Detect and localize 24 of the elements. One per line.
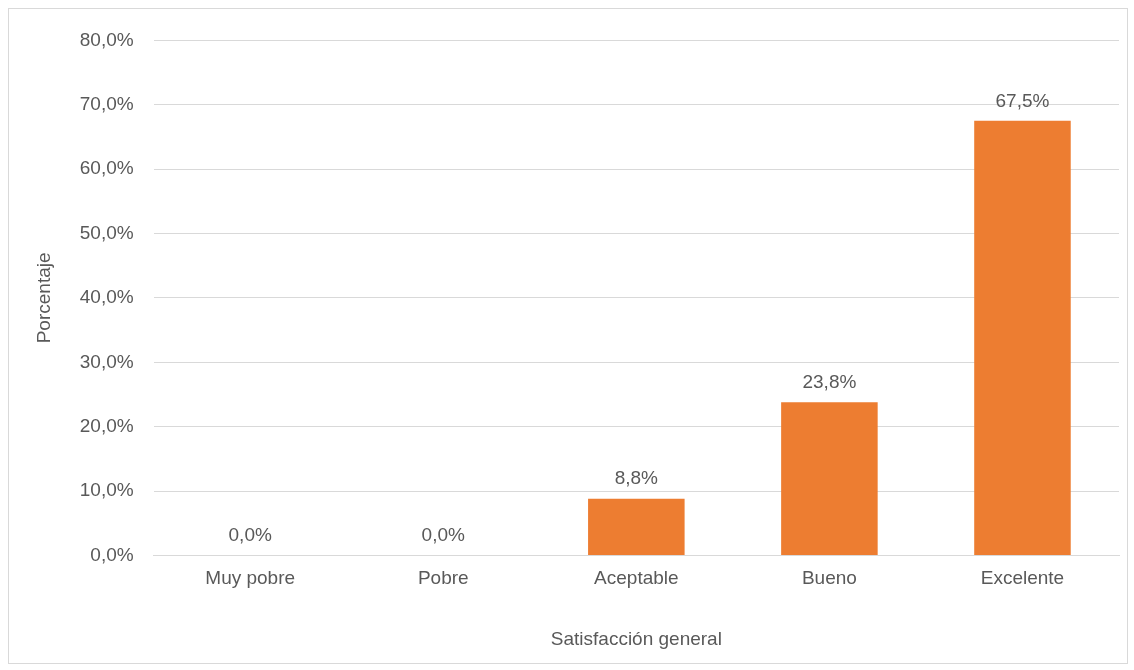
data-label: 8,8% bbox=[614, 467, 659, 489]
x-tick-label: Excelente bbox=[980, 567, 1065, 589]
data-label: 0,0% bbox=[228, 524, 272, 546]
bar bbox=[588, 498, 685, 555]
y-tick-label: 60,0% bbox=[79, 157, 134, 179]
x-tick-label: Pobre bbox=[417, 567, 469, 589]
y-tick-label: 50,0% bbox=[79, 221, 134, 243]
data-label: 67,5% bbox=[995, 89, 1050, 111]
bar bbox=[974, 120, 1071, 555]
data-label: 23,8% bbox=[802, 370, 857, 392]
y-tick-label: 10,0% bbox=[79, 479, 134, 501]
y-tick-label: 20,0% bbox=[79, 414, 134, 436]
x-tick-label: Aceptable bbox=[594, 567, 679, 589]
bar bbox=[781, 402, 878, 555]
y-tick-label: 40,0% bbox=[79, 286, 134, 308]
y-tick-label: 0,0% bbox=[90, 543, 134, 565]
data-label: 0,0% bbox=[421, 524, 466, 546]
y-tick-label: 80,0% bbox=[79, 28, 134, 50]
x-tick-label: Bueno bbox=[801, 567, 857, 589]
y-tick-label: 70,0% bbox=[79, 93, 134, 115]
y-tick-label: 30,0% bbox=[79, 350, 134, 372]
y-axis-title: Porcentaje bbox=[32, 252, 54, 344]
x-tick-label: Muy pobre bbox=[205, 567, 296, 589]
x-axis-title: Satisfacción general bbox=[550, 627, 722, 649]
